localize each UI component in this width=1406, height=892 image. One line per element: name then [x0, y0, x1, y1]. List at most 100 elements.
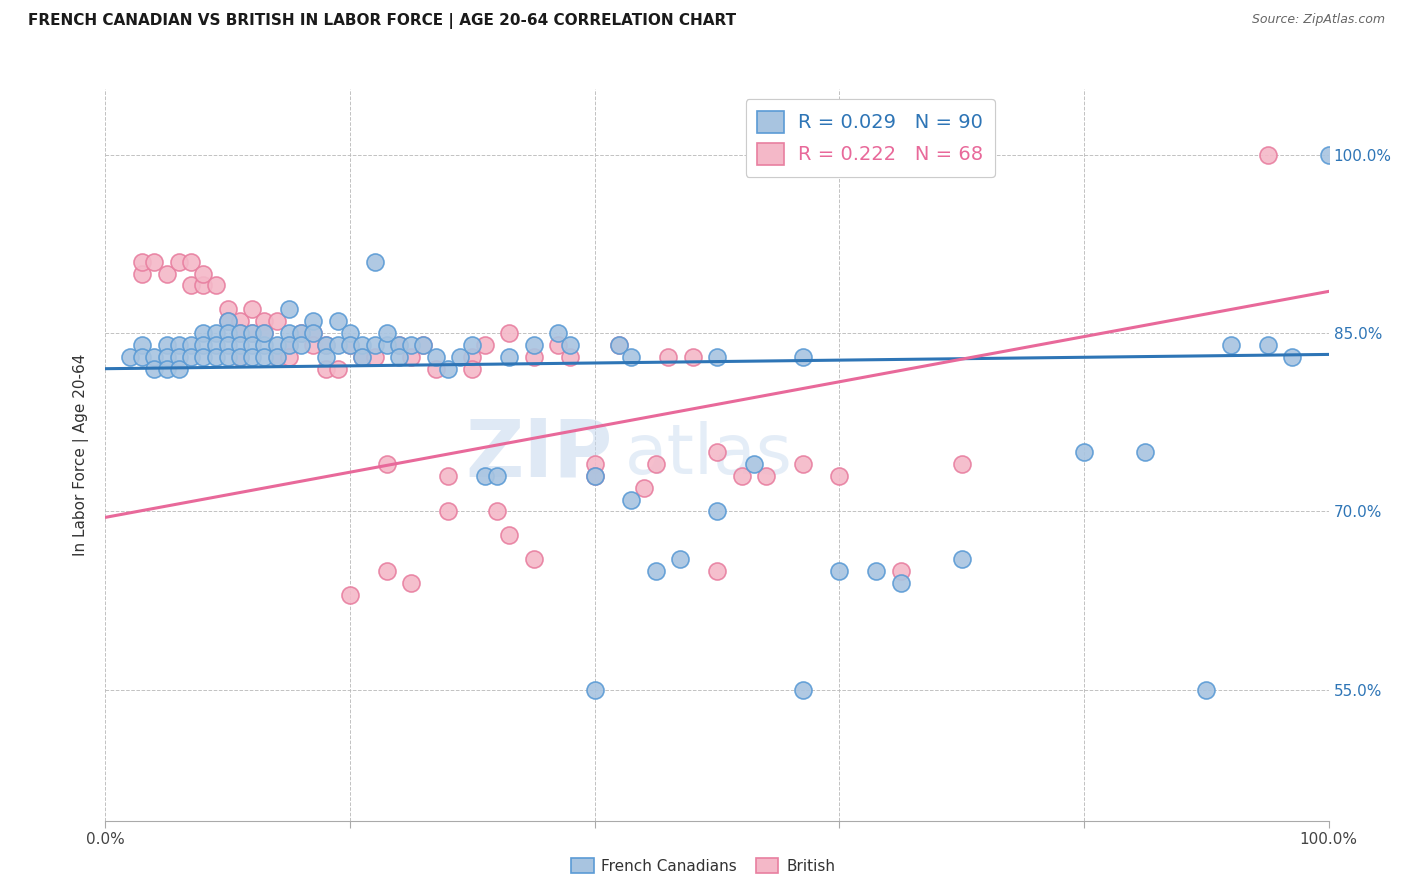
Point [401, 338, 423, 352]
Point [278, 338, 301, 352]
Point [547, 338, 569, 352]
Point [131, 350, 153, 364]
Point [412, 338, 434, 352]
Point [644, 564, 668, 578]
Point [143, 254, 166, 268]
Point [1256, 338, 1278, 352]
Point [583, 682, 606, 697]
Point [792, 682, 814, 697]
Point [485, 468, 508, 483]
Point [180, 350, 202, 364]
Point [204, 338, 226, 352]
Point [950, 552, 973, 566]
Point [290, 326, 312, 340]
Point [889, 575, 911, 590]
Point [229, 314, 252, 328]
Point [706, 504, 728, 518]
Point [522, 350, 544, 364]
Point [290, 338, 312, 352]
Point [229, 326, 252, 340]
Point [706, 350, 728, 364]
Point [326, 338, 349, 352]
Point [730, 468, 752, 483]
Point [437, 361, 460, 376]
Point [217, 314, 239, 328]
Point [217, 302, 239, 317]
Point [167, 254, 190, 268]
Point [278, 326, 301, 340]
Point [193, 350, 215, 364]
Point [118, 350, 141, 364]
Point [388, 338, 411, 352]
Point [560, 338, 582, 352]
Point [449, 350, 471, 364]
Point [401, 575, 423, 590]
Text: ZIP: ZIP [465, 416, 613, 494]
Point [437, 504, 460, 518]
Point [339, 338, 361, 352]
Point [193, 338, 215, 352]
Point [706, 564, 728, 578]
Point [339, 338, 361, 352]
Point [266, 314, 288, 328]
Point [204, 326, 226, 340]
Point [388, 350, 411, 364]
Point [522, 338, 544, 352]
Point [461, 350, 484, 364]
Point [278, 338, 301, 352]
Point [315, 338, 337, 352]
Point [706, 445, 728, 459]
Point [266, 350, 288, 364]
Point [266, 338, 288, 352]
Point [474, 468, 496, 483]
Point [156, 338, 179, 352]
Point [315, 350, 337, 364]
Point [278, 350, 301, 364]
Point [326, 361, 349, 376]
Point [193, 326, 215, 340]
Point [792, 350, 814, 364]
Point [522, 552, 544, 566]
Point [156, 267, 179, 281]
Point [363, 338, 385, 352]
Point [253, 350, 276, 364]
Point [180, 278, 202, 293]
Point [229, 350, 252, 364]
Point [755, 468, 778, 483]
Text: atlas: atlas [626, 421, 793, 489]
Point [156, 350, 179, 364]
Point [204, 350, 226, 364]
Legend: R = 0.029   N = 90, R = 0.222   N = 68: R = 0.029 N = 90, R = 0.222 N = 68 [745, 99, 995, 177]
Point [352, 350, 374, 364]
Point [644, 457, 668, 471]
Point [315, 338, 337, 352]
Point [240, 302, 263, 317]
Point [633, 481, 655, 495]
Point [302, 326, 325, 340]
Point [143, 350, 166, 364]
Point [742, 457, 765, 471]
Point [278, 302, 301, 317]
Point [302, 314, 325, 328]
Point [193, 267, 215, 281]
Point [240, 326, 263, 340]
Point [339, 588, 361, 602]
Text: FRENCH CANADIAN VS BRITISH IN LABOR FORCE | AGE 20-64 CORRELATION CHART: FRENCH CANADIAN VS BRITISH IN LABOR FORC… [28, 13, 737, 29]
Point [375, 457, 398, 471]
Point [167, 361, 190, 376]
Point [315, 361, 337, 376]
Point [217, 314, 239, 328]
Point [485, 504, 508, 518]
Point [167, 338, 190, 352]
Point [1073, 445, 1095, 459]
Point [607, 338, 630, 352]
Point [498, 326, 520, 340]
Point [1256, 147, 1278, 161]
Point [474, 338, 496, 352]
Point [560, 350, 582, 364]
Point [583, 468, 606, 483]
Point [229, 350, 252, 364]
Point [889, 564, 911, 578]
Legend: French Canadians, British: French Canadians, British [565, 852, 841, 880]
Point [180, 338, 202, 352]
